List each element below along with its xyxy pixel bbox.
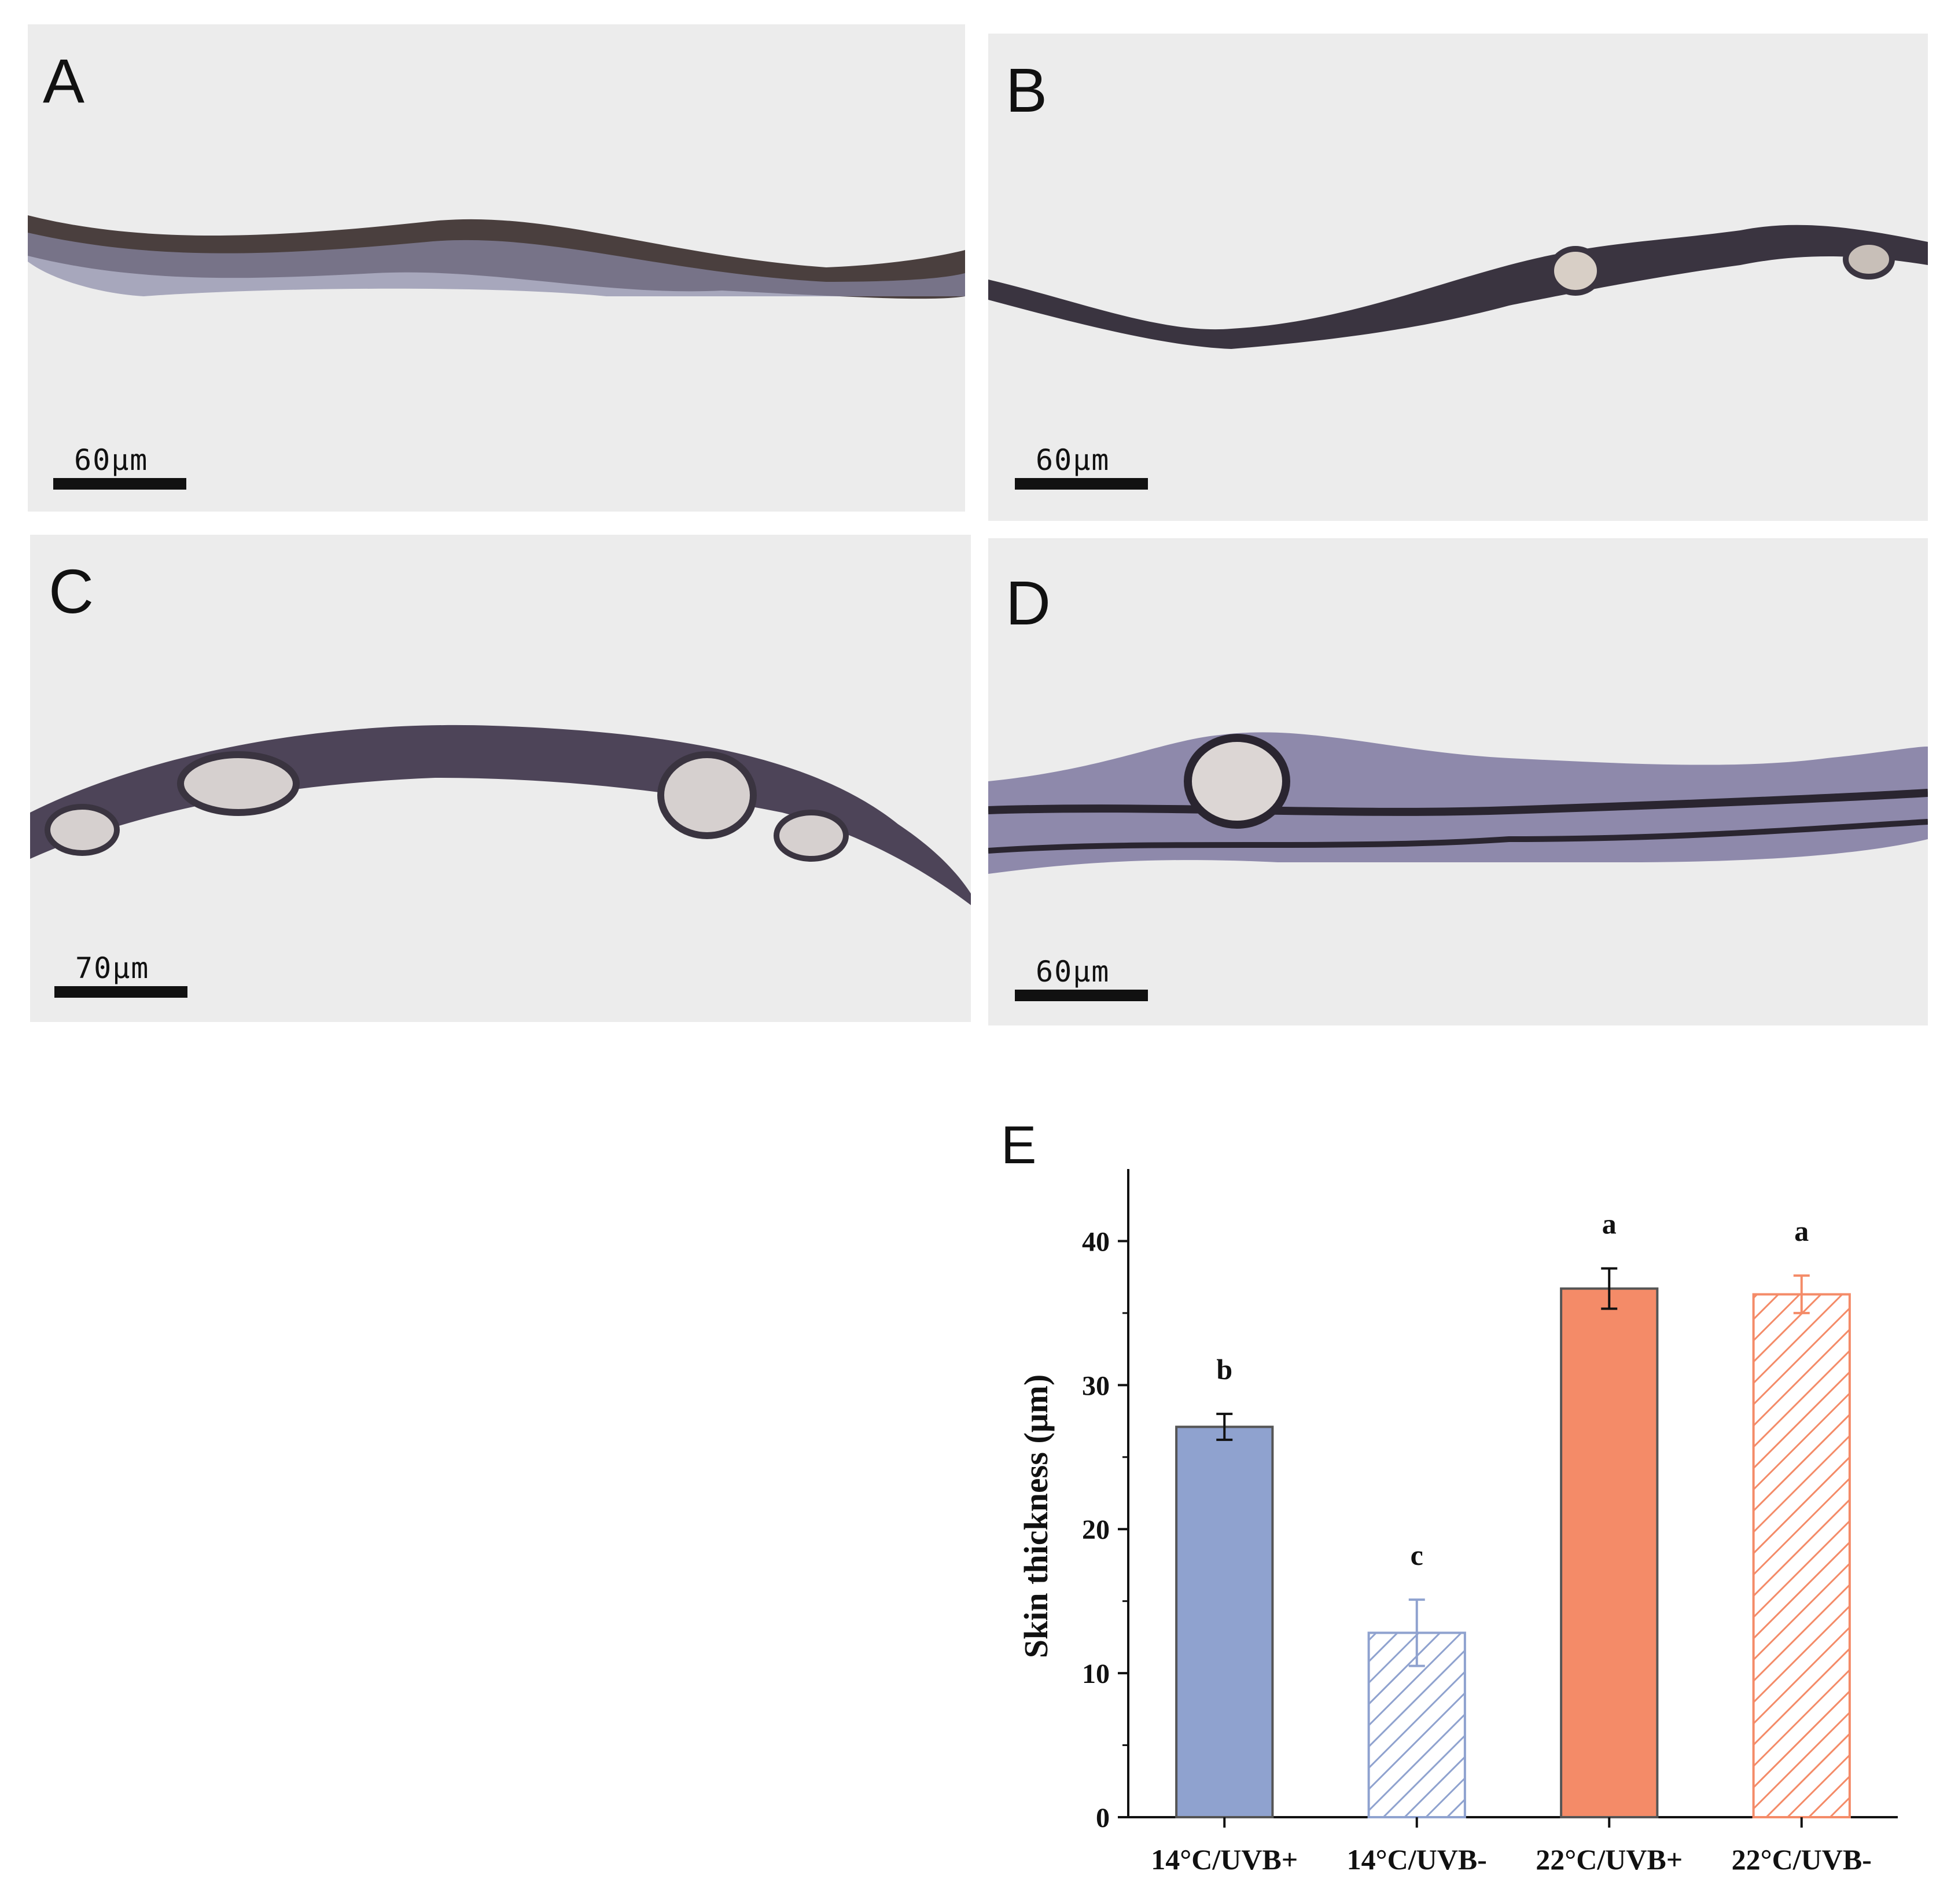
panel-label: E — [1001, 1116, 1036, 1175]
y-axis-label: Skin thickness (μm) — [1017, 1374, 1055, 1659]
micrograph-panel-c: C 70μm — [30, 535, 971, 1022]
micrograph-panel-d: D 60μm — [988, 538, 1928, 1025]
bar — [1560, 1287, 1659, 1819]
scale-bar-line — [54, 986, 187, 998]
scale-bar-label: 60μm — [1036, 955, 1110, 988]
skin-thickness-bar-chart: E 0 10 20 30 40 14°C/UVB+ b 14°C/UVB-c 22°C/UVB+… — [1001, 1116, 1898, 1876]
x-tick-label: 22°C/UVB- — [1732, 1843, 1872, 1876]
micrograph-panel-b: B 60μm — [988, 34, 1928, 521]
y-tick-label: 40 — [1082, 1226, 1110, 1257]
micrograph-panel-a: A 60μm — [28, 24, 965, 512]
scale-bar-label: 70μm — [75, 951, 150, 985]
panel-label: A — [43, 46, 85, 116]
bar — [1175, 1425, 1274, 1818]
y-tick-label: 30 — [1082, 1370, 1110, 1401]
significance-label: a — [1602, 1208, 1617, 1240]
x-tick-label: 22°C/UVB+ — [1536, 1843, 1683, 1876]
scale-bar-label: 60μm — [1036, 443, 1110, 477]
scale-bar-label: 60μm — [74, 443, 149, 477]
tissue-section-image — [30, 725, 971, 905]
y-tick-label: 0 — [1096, 1803, 1110, 1833]
scale-bar-line — [1015, 990, 1148, 1001]
tissue-section-image — [988, 732, 1928, 874]
x-tick-label: 14°C/UVB+ — [1151, 1843, 1298, 1876]
panel-label: D — [1006, 568, 1051, 638]
scale-bar-line — [1015, 478, 1148, 490]
x-tick-label: 14°C/UVB- — [1347, 1843, 1487, 1876]
significance-label: a — [1794, 1215, 1809, 1247]
scale-bar-line — [53, 478, 186, 490]
bar — [1752, 1293, 1851, 1818]
significance-label: b — [1216, 1353, 1232, 1385]
y-tick-label: 20 — [1082, 1515, 1110, 1545]
plot-area: 0 10 20 30 40 14°C/UVB+ b 14°C/UVB-c 22°C/UVB+ a 2… — [1082, 1169, 1898, 1876]
tissue-section-image — [988, 225, 1928, 349]
significance-label: c — [1411, 1539, 1423, 1571]
y-tick-label: 10 — [1082, 1659, 1110, 1689]
panel-label: C — [49, 556, 94, 626]
tissue-section-image — [28, 215, 965, 299]
panel-label: B — [1006, 55, 1048, 125]
